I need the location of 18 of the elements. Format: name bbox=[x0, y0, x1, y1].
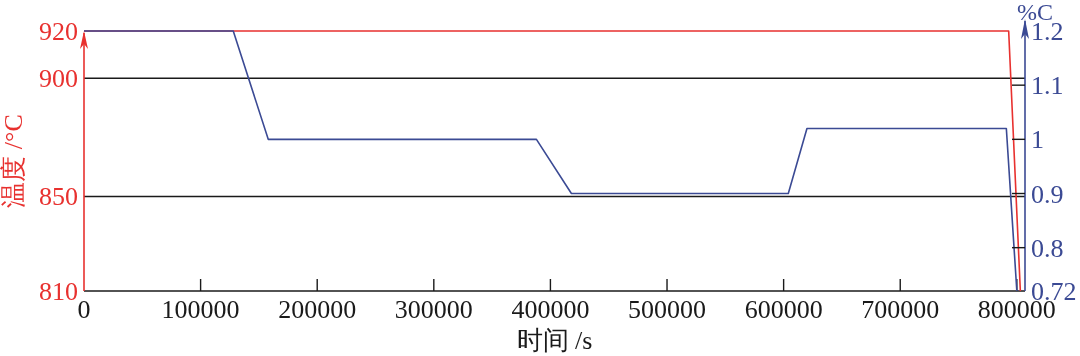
y2-tick-label: 1.1 bbox=[1031, 71, 1064, 101]
y2-tick-label: 1 bbox=[1031, 125, 1044, 155]
x-tick-label: 500000 bbox=[628, 295, 707, 324]
y-tick-label: 850 bbox=[39, 182, 78, 212]
x-tick-label: 700000 bbox=[861, 295, 940, 324]
y-tick-label: 810 bbox=[39, 277, 78, 306]
x-tick-label: 600000 bbox=[744, 295, 823, 324]
x-tick-label: 0 bbox=[77, 295, 91, 324]
y2-tick-label: 0.8 bbox=[1031, 233, 1064, 263]
x-axis-title: 时间 /s bbox=[516, 326, 593, 355]
x-tick-label: 300000 bbox=[394, 295, 473, 324]
y2-tick-label: 0.9 bbox=[1031, 179, 1064, 209]
x-tick-label: 200000 bbox=[278, 295, 357, 324]
y-axis-title: 温度 /°C bbox=[0, 114, 28, 208]
y-tick-label: 900 bbox=[39, 64, 78, 94]
x-tick-label: 100000 bbox=[161, 295, 240, 324]
x-tick-label: 400000 bbox=[511, 295, 590, 324]
y-tick-label: 920 bbox=[39, 17, 78, 46]
